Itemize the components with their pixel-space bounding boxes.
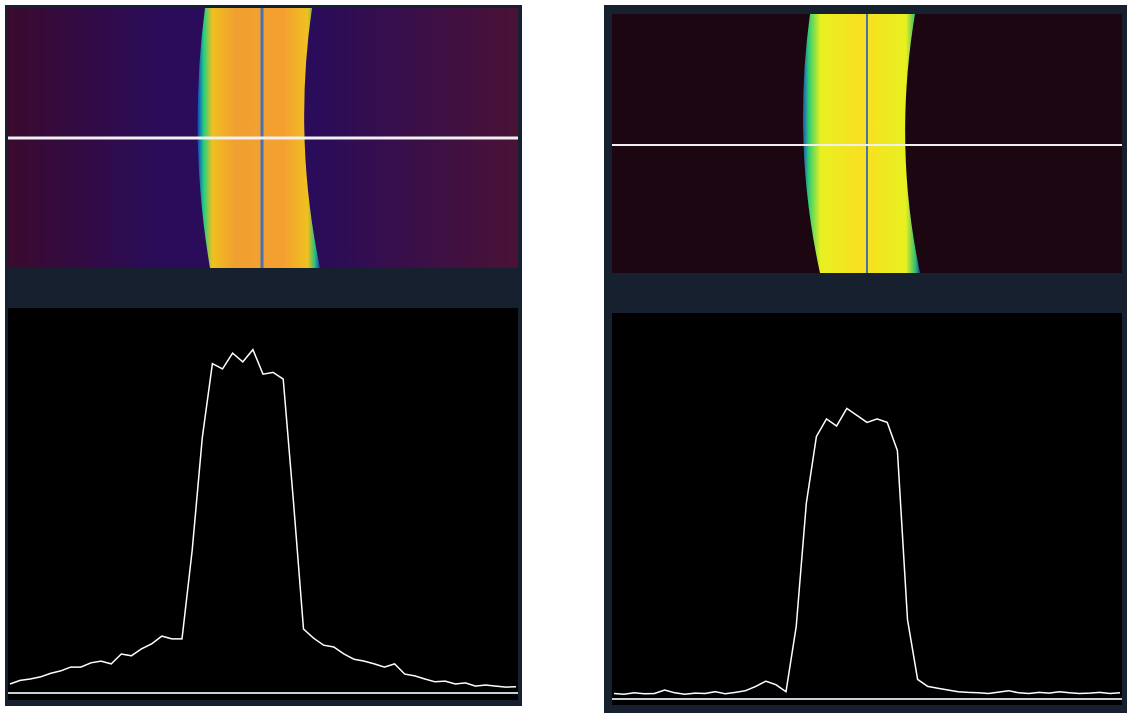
profile-line — [613, 407, 1121, 695]
profile-plot — [8, 308, 518, 700]
image-band — [802, 14, 920, 273]
profile-plot — [612, 313, 1122, 705]
profile-line — [9, 348, 517, 688]
panel-left — [5, 5, 522, 706]
panel-right — [604, 5, 1127, 713]
